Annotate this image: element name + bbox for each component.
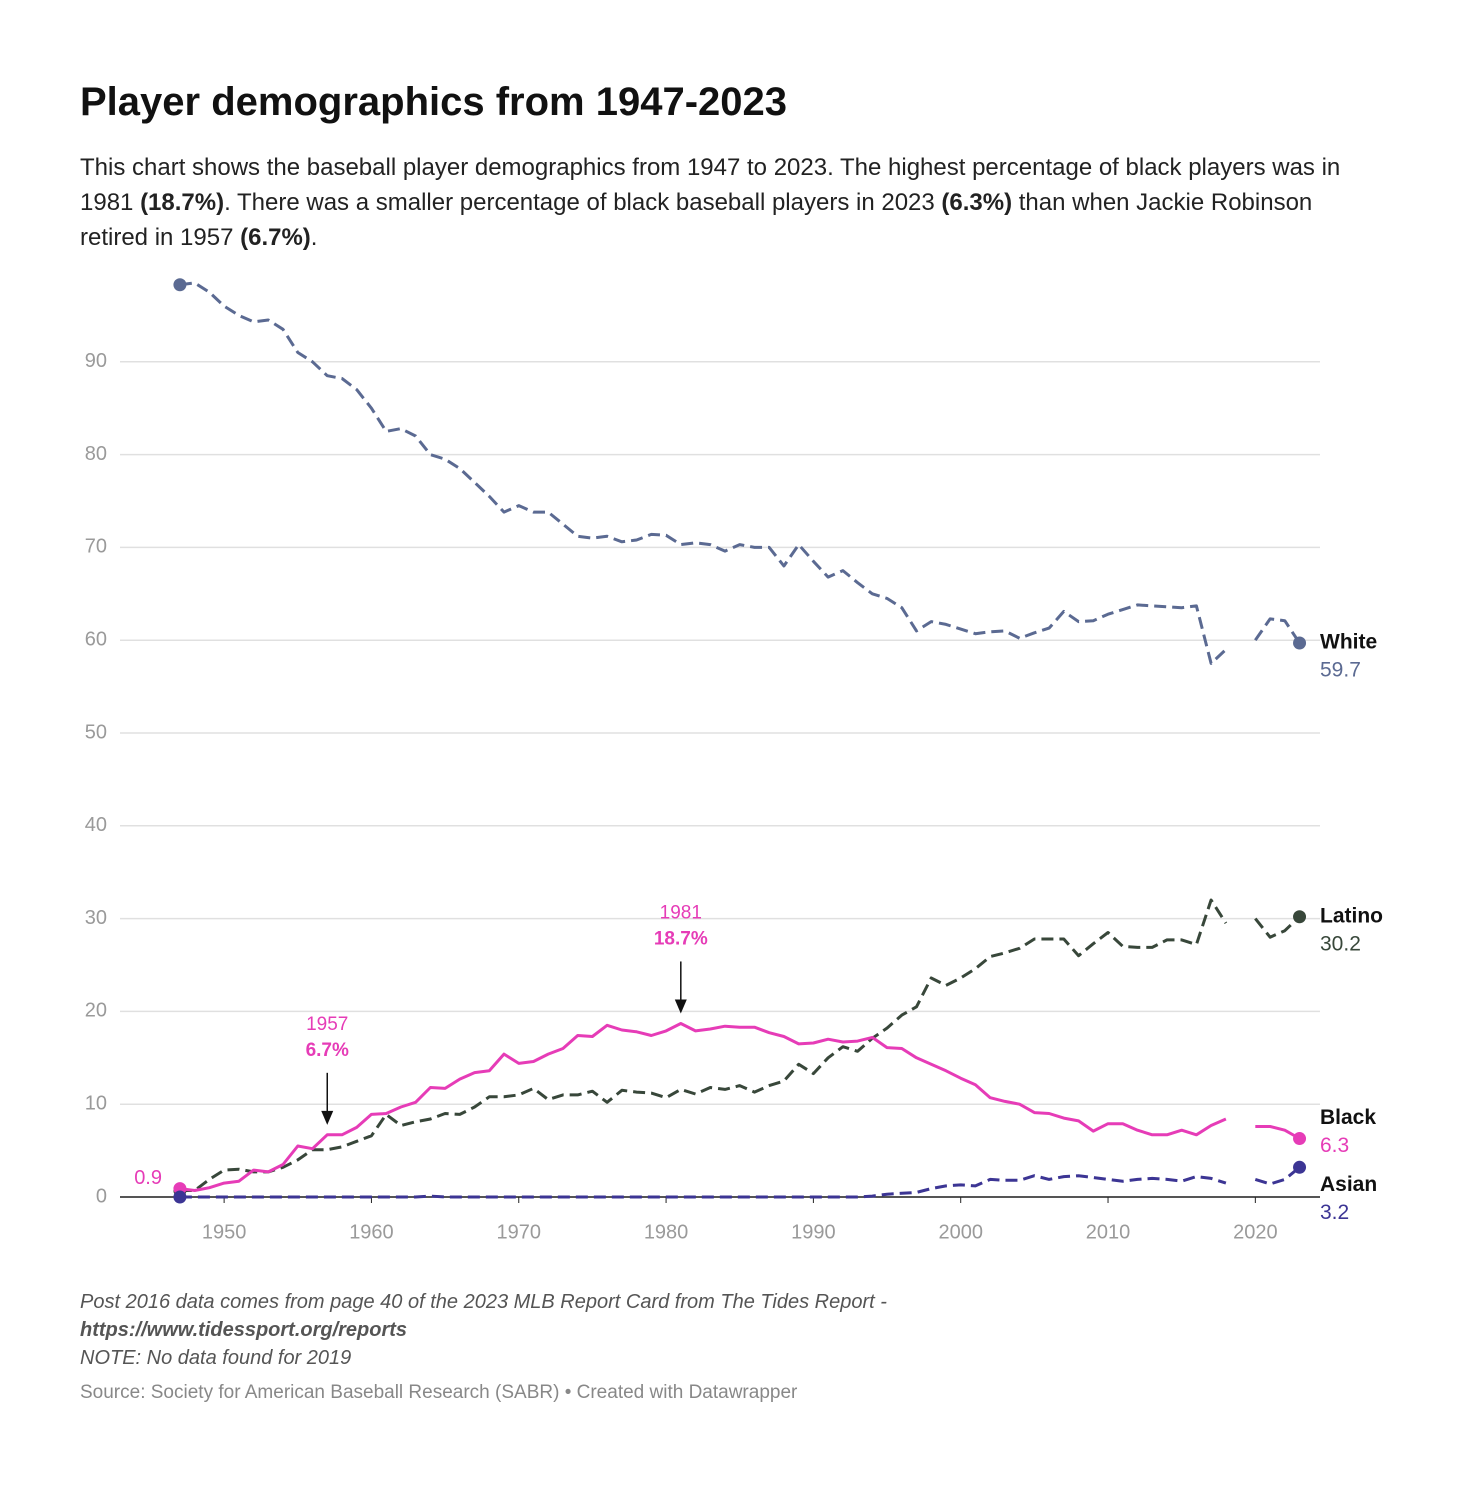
subtitle-part: (6.7%)	[240, 224, 311, 251]
y-tick-label: 80	[85, 443, 107, 465]
note-line: Post 2016 data comes from page 40 of the…	[80, 1288, 887, 1316]
y-tick-label: 10	[85, 1092, 107, 1114]
x-tick-label: 1950	[202, 1221, 247, 1243]
annotation-year: 1957	[306, 1014, 348, 1035]
end-value-label: 30.2	[1320, 932, 1361, 955]
note-line: NOTE: No data found for 2019	[80, 1344, 887, 1372]
annotation-value: 18.7%	[654, 928, 708, 949]
y-tick-label: 70	[85, 536, 107, 558]
subtitle-part: This chart shows the baseball player dem…	[80, 154, 1341, 216]
annotation-arrowhead	[321, 1110, 334, 1125]
x-tick-label: 1970	[497, 1221, 542, 1243]
end-dot	[1293, 636, 1307, 650]
series-line	[179, 1166, 1301, 1199]
series-line	[179, 1022, 1301, 1192]
x-tick-label: 1990	[791, 1221, 836, 1243]
x-tick-label: 2000	[938, 1221, 983, 1243]
x-tick-label: 2010	[1086, 1221, 1131, 1243]
y-tick-label: 30	[85, 907, 107, 929]
subtitle-part: (6.3%)	[941, 189, 1013, 216]
annotation-year: 1981	[660, 902, 702, 923]
subtitle-part: . There was a smaller percentage of blac…	[224, 189, 942, 216]
end-value-label: 59.7	[1320, 659, 1361, 682]
note: NOTE: No data found for 2019	[80, 1347, 352, 1369]
note: Post 2016 data comes from page 40 of the…	[80, 1291, 887, 1313]
end-dot	[1293, 1160, 1307, 1174]
subtitle-part: .	[310, 224, 318, 251]
note-line: https://www.tidessport.org/reports	[80, 1316, 887, 1344]
end-value-label: 6.3	[1320, 1134, 1349, 1157]
start-value-label: 0.9	[134, 1167, 162, 1189]
note: https://www.tidessport.org/reports	[80, 1319, 408, 1341]
annotation-value: 6.7%	[306, 1040, 349, 1061]
end-dot	[1293, 1132, 1307, 1146]
end-value-label: 3.2	[1320, 1201, 1349, 1224]
x-tick-label: 1960	[349, 1221, 394, 1243]
y-tick-label: 50	[85, 721, 107, 743]
y-tick-label: 20	[85, 1000, 107, 1022]
chart-subtitle: This chart shows the baseball player dem…	[80, 150, 1380, 255]
end-dot	[173, 1190, 187, 1204]
notes: Post 2016 data comes from page 40 of the…	[80, 1288, 887, 1372]
annotation-arrowhead	[674, 999, 687, 1014]
series-label: Latino	[1320, 904, 1383, 927]
series-label: Black	[1320, 1106, 1376, 1129]
y-tick-label: 60	[85, 628, 107, 650]
y-tick-label: 0	[96, 1185, 107, 1207]
series-label: White	[1320, 631, 1377, 654]
source: Source: Society for American Baseball Re…	[80, 1382, 798, 1403]
series-line	[179, 281, 1301, 665]
chart-title: Player demographics from 1947-2023	[80, 80, 788, 124]
y-tick-label: 40	[85, 814, 107, 836]
x-tick-label: 1980	[644, 1221, 689, 1243]
subtitle-part: than when Jackie Robinson retired in 195…	[80, 189, 1313, 251]
series-line	[179, 898, 1301, 1192]
x-tick-label: 2020	[1233, 1221, 1278, 1243]
series-label: Asian	[1320, 1173, 1377, 1196]
subtitle-part: (18.7%)	[140, 189, 225, 216]
end-dot	[1293, 910, 1307, 924]
y-tick-label: 90	[85, 350, 107, 372]
end-dot	[173, 278, 187, 292]
